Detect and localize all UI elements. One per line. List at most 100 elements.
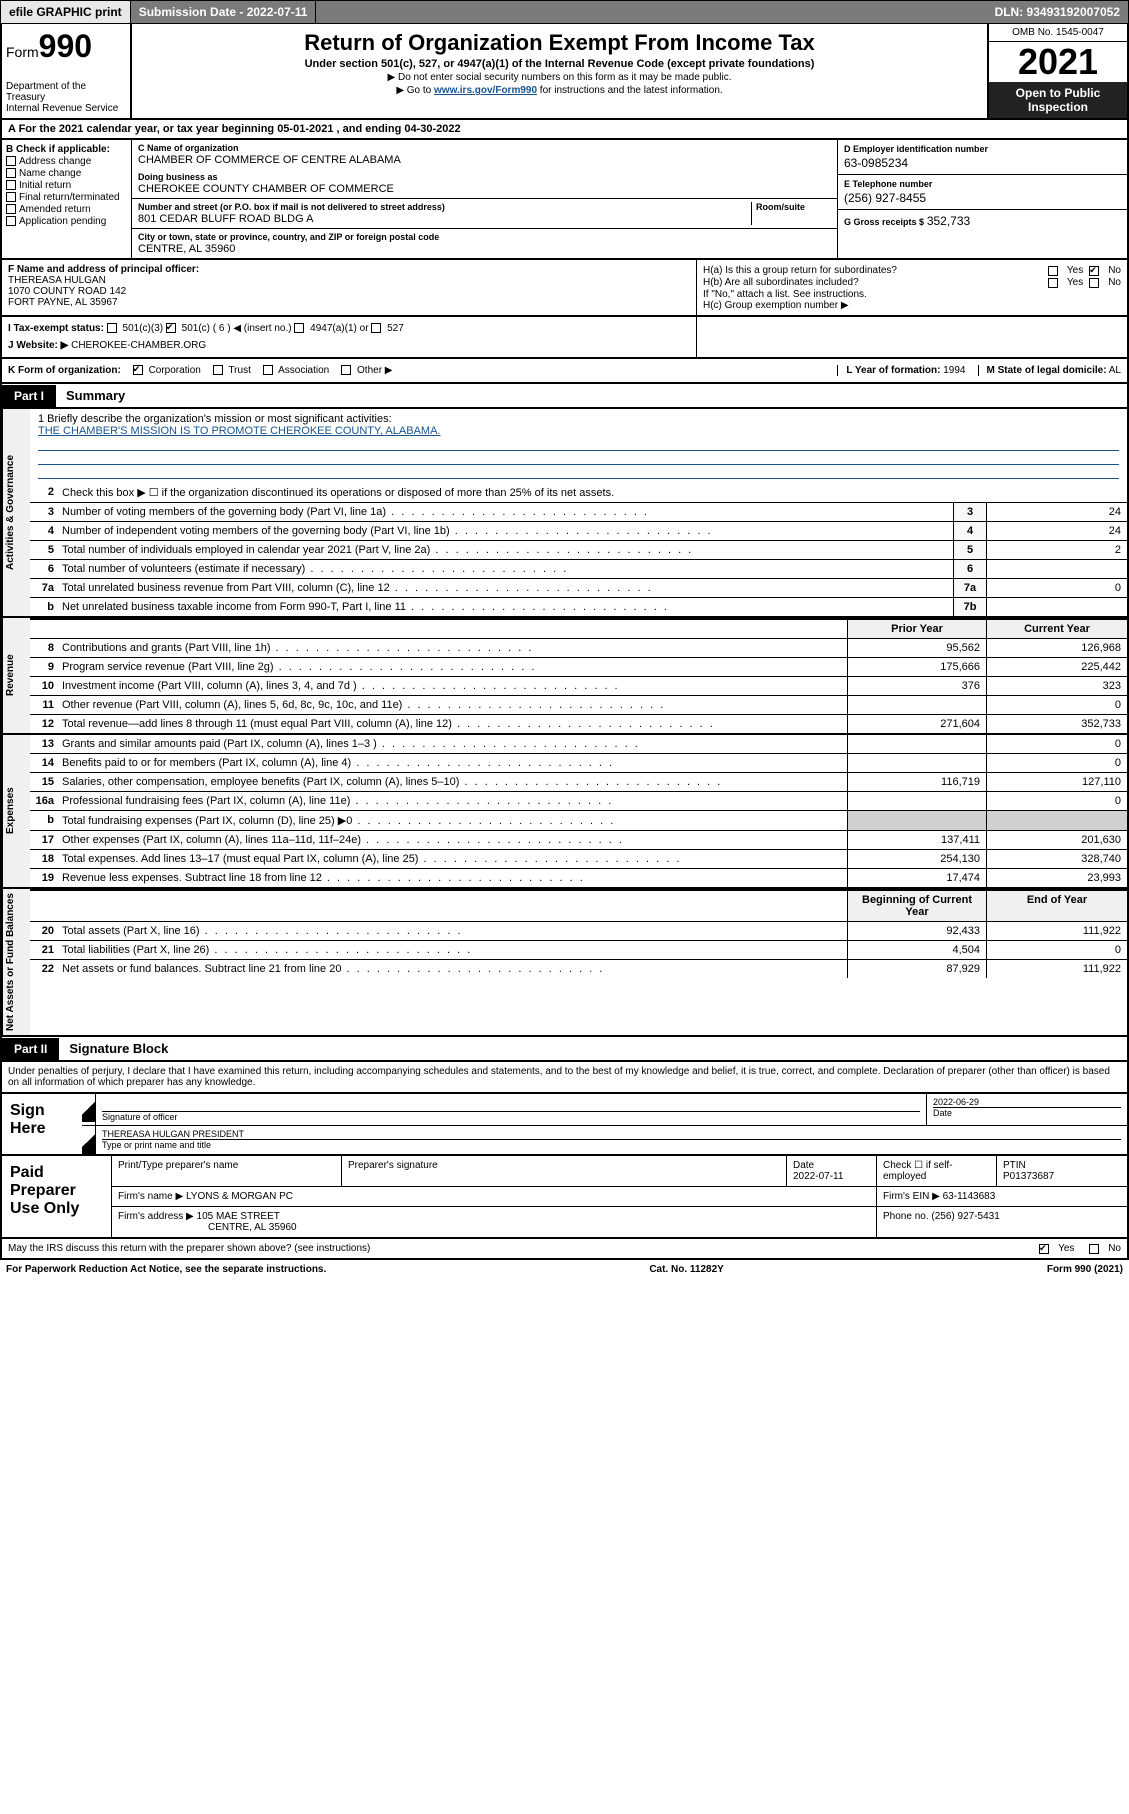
vert-expenses: Expenses xyxy=(2,735,30,887)
netassets-line: 21Total liabilities (Part X, line 26)4,5… xyxy=(30,941,1127,960)
revenue-line: 8Contributions and grants (Part VIII, li… xyxy=(30,639,1127,658)
form-number-990: 990 xyxy=(39,28,92,64)
tax-year: 2021 xyxy=(989,42,1127,82)
sign-here-label: Sign Here xyxy=(2,1094,82,1154)
col-right-deg: D Employer identification number 63-0985… xyxy=(837,140,1127,258)
cb-name-change[interactable]: Name change xyxy=(6,168,127,179)
top-toolbar: efile GRAPHIC print Submission Date - 20… xyxy=(0,0,1129,24)
summary-line: 5Total number of individuals employed in… xyxy=(30,541,1127,560)
website-value: CHEROKEE-CHAMBER.ORG xyxy=(71,340,206,351)
row-fh: F Name and address of principal officer:… xyxy=(0,260,1129,317)
officer-addr2: FORT PAYNE, AL 35967 xyxy=(8,297,690,308)
form-note-1: ▶ Do not enter social security numbers o… xyxy=(140,72,979,83)
officer-addr1: 1070 COUNTY ROAD 142 xyxy=(8,286,690,297)
cb-4947[interactable] xyxy=(294,323,304,333)
ptin-value: P01373687 xyxy=(1003,1171,1121,1182)
ha-label: H(a) Is this a group return for subordin… xyxy=(703,265,897,276)
part2-label: Part II xyxy=(2,1038,59,1060)
irs-link[interactable]: www.irs.gov/Form990 xyxy=(434,85,537,96)
cb-501c3[interactable] xyxy=(107,323,117,333)
mission-block: 1 Briefly describe the organization's mi… xyxy=(30,409,1127,483)
discuss-question: May the IRS discuss this return with the… xyxy=(8,1243,370,1254)
firm-addr1: 105 MAE STREET xyxy=(197,1211,280,1222)
discuss-no[interactable] xyxy=(1089,1244,1099,1254)
officer-name-title: THEREASA HULGAN PRESIDENT xyxy=(102,1129,1121,1139)
cb-assoc[interactable] xyxy=(263,365,273,375)
open-to-public: Open to Public Inspection xyxy=(989,82,1127,118)
expense-line: 19Revenue less expenses. Subtract line 1… xyxy=(30,869,1127,887)
form-title: Return of Organization Exempt From Incom… xyxy=(140,30,979,56)
main-grid: B Check if applicable: Address change Na… xyxy=(0,140,1129,260)
cb-trust[interactable] xyxy=(213,365,223,375)
col-b-heading: B Check if applicable: xyxy=(6,144,127,155)
col-c-name-address: C Name of organization CHAMBER OF COMMER… xyxy=(132,140,837,258)
col-current-year: Current Year xyxy=(987,620,1127,638)
year-formation: 1994 xyxy=(943,365,965,376)
sign-here-block: Sign Here Signature of officer 2022-06-2… xyxy=(0,1094,1129,1156)
revenue-line: 11Other revenue (Part VIII, column (A), … xyxy=(30,696,1127,715)
vert-revenue: Revenue xyxy=(2,618,30,733)
summary-line: 7aTotal unrelated business revenue from … xyxy=(30,579,1127,598)
vert-netassets: Net Assets or Fund Balances xyxy=(2,889,30,1035)
row-ij: I Tax-exempt status: 501(c)(3) 501(c) ( … xyxy=(0,317,1129,359)
ein-value: 63-0985234 xyxy=(844,156,1121,170)
note2-post: for instructions and the latest informat… xyxy=(537,85,723,96)
cb-application-pending[interactable]: Application pending xyxy=(6,216,127,227)
toolbar-spacer xyxy=(316,1,986,23)
form-org-label: K Form of organization: xyxy=(8,365,121,376)
hb-yes[interactable]: Yes xyxy=(1067,277,1083,288)
part1-title: Summary xyxy=(56,384,135,407)
form-header: Form990 Department of the Treasury Inter… xyxy=(0,24,1129,120)
cb-other[interactable] xyxy=(341,365,351,375)
hb-no[interactable]: No xyxy=(1108,277,1121,288)
hc-label: H(c) Group exemption number ▶ xyxy=(703,300,1121,311)
cb-amended-return[interactable]: Amended return xyxy=(6,204,127,215)
org-name-label: C Name of organization xyxy=(138,143,831,153)
cb-527[interactable] xyxy=(371,323,381,333)
omb-number: OMB No. 1545-0047 xyxy=(989,24,1127,42)
q2-text: Check this box ▶ ☐ if the organization d… xyxy=(58,483,1127,502)
revenue-line: 12Total revenue—add lines 8 through 11 (… xyxy=(30,715,1127,733)
summary-governance: Activities & Governance 1 Briefly descri… xyxy=(0,409,1129,618)
ha-yes[interactable]: Yes xyxy=(1067,265,1083,276)
cb-501c[interactable] xyxy=(166,323,176,333)
discuss-yes[interactable] xyxy=(1039,1244,1049,1254)
phone-value: (256) 927-8455 xyxy=(844,191,1121,205)
dln-label: DLN: 93493192007052 xyxy=(987,1,1128,23)
cb-address-change[interactable]: Address change xyxy=(6,156,127,167)
form-word: Form xyxy=(6,44,39,60)
expense-line: 17Other expenses (Part IX, column (A), l… xyxy=(30,831,1127,850)
domicile: AL xyxy=(1109,365,1121,376)
cb-initial-return[interactable]: Initial return xyxy=(6,180,127,191)
part2-header: Part II Signature Block xyxy=(0,1037,1129,1062)
prep-date-label: Date xyxy=(793,1160,870,1171)
city-label: City or town, state or province, country… xyxy=(138,232,831,242)
phone-label: E Telephone number xyxy=(844,179,1121,189)
cb-corp[interactable] xyxy=(133,365,143,375)
gross-receipts-value: 352,733 xyxy=(927,214,970,228)
summary-line: 4Number of independent voting members of… xyxy=(30,522,1127,541)
paid-preparer-label: Paid Preparer Use Only xyxy=(2,1156,112,1237)
part2-title: Signature Block xyxy=(59,1037,178,1060)
footer-right: Form 990 (2021) xyxy=(1047,1264,1123,1275)
dba-label: Doing business as xyxy=(138,172,831,182)
hb-label: H(b) Are all subordinates included? xyxy=(703,277,859,288)
efile-print-button[interactable]: efile GRAPHIC print xyxy=(1,1,131,23)
form-header-right: OMB No. 1545-0047 2021 Open to Public In… xyxy=(987,24,1127,118)
part1-header: Part I Summary xyxy=(0,384,1129,409)
expense-line: 13Grants and similar amounts paid (Part … xyxy=(30,735,1127,754)
ein-label: D Employer identification number xyxy=(844,144,1121,154)
paid-preparer-block: Paid Preparer Use Only Print/Type prepar… xyxy=(0,1156,1129,1239)
prep-self-emp[interactable]: Check ☐ if self-employed xyxy=(877,1156,997,1186)
mission-label: 1 Briefly describe the organization's mi… xyxy=(38,413,1119,425)
gross-receipts-label: G Gross receipts $ xyxy=(844,217,924,227)
firm-phone: (256) 927-5431 xyxy=(931,1211,999,1222)
ha-no[interactable]: No xyxy=(1108,265,1121,276)
summary-line: bNet unrelated business taxable income f… xyxy=(30,598,1127,616)
expense-line: 16aProfessional fundraising fees (Part I… xyxy=(30,792,1127,811)
officer-label: F Name and address of principal officer: xyxy=(8,264,690,275)
submission-date-label: Submission Date - 2022-07-11 xyxy=(131,1,317,23)
firm-phone-label: Phone no. xyxy=(883,1211,929,1222)
tax-exempt-label: I Tax-exempt status: xyxy=(8,323,104,334)
cb-final-return[interactable]: Final return/terminated xyxy=(6,192,127,203)
